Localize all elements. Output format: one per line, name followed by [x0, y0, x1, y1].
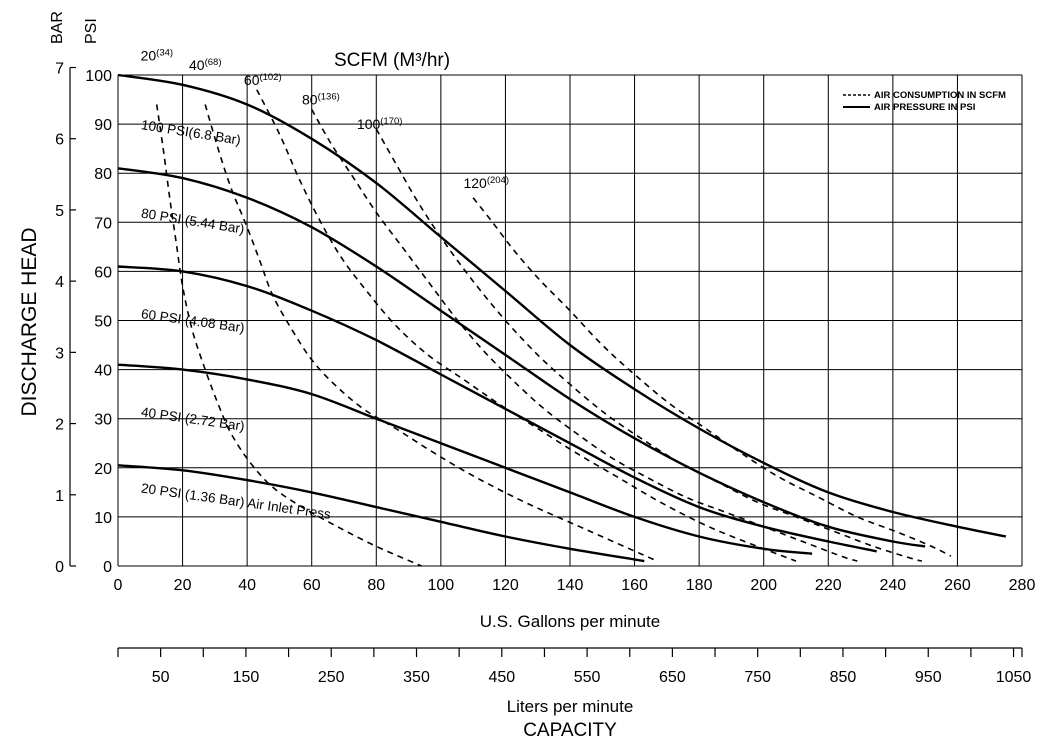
- x-tick-label: 60: [303, 577, 321, 594]
- pressure-curve: [117, 363, 813, 555]
- pressure-curve-label: 40 PSI (2.72 Bar): [140, 404, 245, 433]
- liters-tick-label: 950: [915, 669, 942, 686]
- x-tick-label: 180: [686, 577, 713, 594]
- y-psi-tick-label: 80: [94, 166, 112, 183]
- grid: [117, 74, 1023, 567]
- x2-axis-title: Liters per minute: [507, 697, 634, 716]
- x-axis-title: U.S. Gallons per minute: [480, 612, 660, 631]
- x-tick-label: 140: [557, 577, 584, 594]
- air-curve-label: 20(34): [141, 47, 173, 63]
- x-tick-label: 40: [238, 577, 256, 594]
- y-bar-tick-label: 4: [55, 274, 64, 291]
- pressure-curve: [117, 464, 645, 563]
- pressure-curve-label: 100 PSI(6.8 Bar): [140, 117, 242, 148]
- y-psi-tick-label: 40: [94, 363, 112, 380]
- y-unit-bar: BAR: [49, 11, 66, 44]
- y-bar-tick-label: 0: [55, 559, 64, 576]
- y-psi-tick-label: 0: [103, 559, 112, 576]
- y-psi-tick-label: 10: [94, 510, 112, 527]
- legend-label-air-pressure: AIR PRESSURE IN PSI: [874, 102, 975, 113]
- chart-title: SCFM (M³/hr): [334, 50, 450, 71]
- y-psi-tick-label: 70: [94, 215, 112, 232]
- pressure-curve-label: 60 PSI (4.08 Bar): [140, 306, 245, 335]
- legend: AIR CONSUMPTION IN SCFM AIR PRESSURE IN …: [843, 90, 1006, 113]
- y-bar-tick-label: 7: [55, 61, 64, 78]
- pressure-curve-label: 20 PSI (1.36 Bar) Air Inlet Press: [140, 480, 332, 522]
- x-tick-label: 0: [114, 577, 123, 594]
- x-tick-label: 120: [492, 577, 519, 594]
- liters-tick-label: 150: [233, 669, 260, 686]
- y-unit-psi: PSI: [83, 18, 100, 44]
- liters-tick-label: 850: [830, 669, 857, 686]
- air-curve: [375, 128, 923, 562]
- air-curve-label: 120(204): [463, 175, 509, 191]
- y-bar-tick-label: 3: [55, 345, 64, 362]
- pressure-curve: [117, 73, 1007, 538]
- y-psi-tick-label: 50: [94, 314, 112, 331]
- legend-label-air-consumption: AIR CONSUMPTION IN SCFM: [874, 90, 1006, 101]
- liters-tick-label: 650: [659, 669, 686, 686]
- air-curve: [256, 89, 797, 562]
- liters-tick-label: 250: [318, 669, 345, 686]
- x-tick-label: 80: [367, 577, 385, 594]
- pressure-curve-label: 80 PSI (5.44 Bar): [140, 206, 245, 237]
- y-bar-tick-label: 2: [55, 417, 64, 434]
- x-tick-label: 20: [174, 577, 192, 594]
- y-psi-tick-label: 100: [85, 68, 112, 85]
- liters-tick-label: 50: [152, 669, 170, 686]
- air-curve: [311, 109, 858, 562]
- x-tick-label: 160: [621, 577, 648, 594]
- y-bar-tick-label: 6: [55, 132, 64, 149]
- pressure-curve: [117, 265, 877, 553]
- y-bar-tick-label: 5: [55, 203, 64, 220]
- air-curve-label: 40(68): [189, 57, 221, 73]
- x-tick-label: 280: [1009, 577, 1036, 594]
- x-tick-label: 240: [880, 577, 907, 594]
- liters-tick-label: 750: [744, 669, 771, 686]
- y-psi-tick-label: 30: [94, 412, 112, 429]
- y-psi-tick-label: 60: [94, 264, 112, 281]
- capacity-title: CAPACITY: [523, 720, 617, 741]
- y-psi-tick-label: 20: [94, 461, 112, 478]
- x-tick-label: 100: [428, 577, 455, 594]
- x-tick-label: 220: [815, 577, 842, 594]
- air-curve-label: 80(136): [302, 91, 340, 107]
- air-pressure-curves: [117, 73, 1007, 563]
- pressure-curve: [117, 167, 926, 548]
- liters-tick-label: 350: [403, 669, 430, 686]
- liters-tick-label: 550: [574, 669, 601, 686]
- air-curve-label: 60(102): [244, 72, 282, 88]
- y-bar-tick-label: 1: [55, 488, 64, 505]
- air-curve-label: 100(170): [357, 116, 403, 132]
- curve-labels: 100 PSI(6.8 Bar) 80 PSI (5.44 Bar) 60 PSI …: [140, 47, 509, 522]
- axes: 0 20 40 60 80 100 120 140 160 180 200 220 240 260 2800…: [55, 61, 1035, 686]
- liters-tick-label: 1050: [996, 669, 1032, 686]
- y-axis-title: DISCHARGE HEAD: [18, 227, 41, 416]
- x-tick-label: 200: [750, 577, 777, 594]
- air-curve: [472, 197, 952, 557]
- x-tick-label: 260: [944, 577, 971, 594]
- liters-tick-label: 450: [488, 669, 515, 686]
- air-curve: [204, 104, 658, 562]
- y-psi-tick-label: 90: [94, 117, 112, 134]
